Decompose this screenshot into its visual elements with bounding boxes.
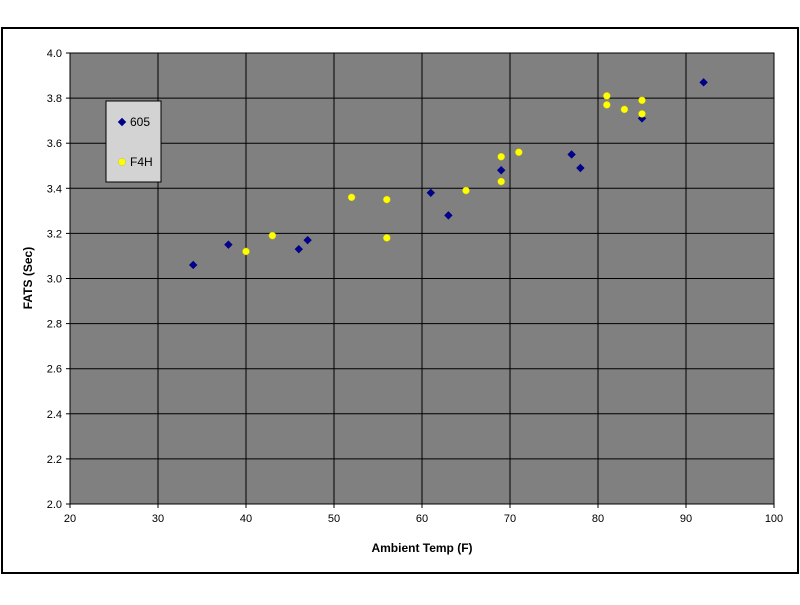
y-tick-label: 2.6 [47,364,62,376]
data-point-f4h [462,186,470,195]
x-tick-label: 40 [240,513,252,525]
y-axis-ticks: 2.0 2.2 2.4 2.6 2.8 3.0 3.2 3.4 3.6 3.8 4.0 [47,48,70,511]
data-point-f4h [497,177,505,186]
legend-label-605: 605 [130,115,150,129]
data-point-605 [294,244,304,254]
data-point-f4h [347,193,356,202]
y-tick-label: 3.6 [47,138,62,150]
legend-label-f4h: F4H [130,155,153,169]
y-tick-label: 3.2 [47,228,62,240]
data-point-605 [699,78,708,87]
x-axis-ticks: 20 30 40 50 60 70 80 90 100 [64,504,783,525]
data-point-605 [576,163,585,173]
x-tick-label: 100 [765,513,783,525]
data-point-f4h [383,234,391,242]
y-tick-label: 3.4 [47,183,62,195]
data-point-f4h [497,152,505,161]
x-tick-label: 20 [64,513,76,525]
legend-marker-f4h [118,158,126,166]
data-point-f4h [603,92,611,100]
data-point-f4h [638,110,646,118]
y-tick-label: 3.8 [47,93,62,105]
data-point-605 [426,188,436,198]
x-tick-label: 90 [680,513,692,525]
data-point-f4h [620,105,629,114]
data-point-f4h [603,101,611,109]
legend: 605 F4H [105,100,162,183]
y-tick-label: 4.0 [47,48,62,60]
x-tick-label: 80 [592,513,604,525]
data-points [188,78,708,270]
legend-box [105,100,162,183]
data-point-605 [567,150,576,159]
data-point-605 [224,240,233,249]
gridlines [70,53,774,504]
y-axis-label: FATS (Sec) [21,247,35,309]
data-point-605 [496,166,506,175]
x-tick-label: 50 [328,513,340,525]
y-tick-label: 2.0 [47,499,62,511]
data-point-f4h [242,247,250,256]
x-tick-label: 60 [416,513,428,525]
y-tick-label: 2.8 [47,319,62,331]
x-tick-label: 30 [152,513,164,525]
x-axis-label: Ambient Temp (F) [371,541,472,555]
data-point-f4h [638,96,646,105]
data-point-605 [444,211,453,220]
data-point-f4h [515,148,523,156]
y-tick-label: 2.4 [47,409,62,421]
data-point-605 [303,235,312,245]
legend-items: 605 F4H [117,115,153,169]
data-point-f4h [268,231,277,240]
y-tick-label: 3.0 [47,274,62,286]
x-tick-label: 70 [504,513,516,525]
y-tick-label: 2.2 [47,454,62,466]
data-point-f4h [383,195,391,204]
legend-marker-605 [117,117,127,127]
data-point-605 [188,260,198,270]
